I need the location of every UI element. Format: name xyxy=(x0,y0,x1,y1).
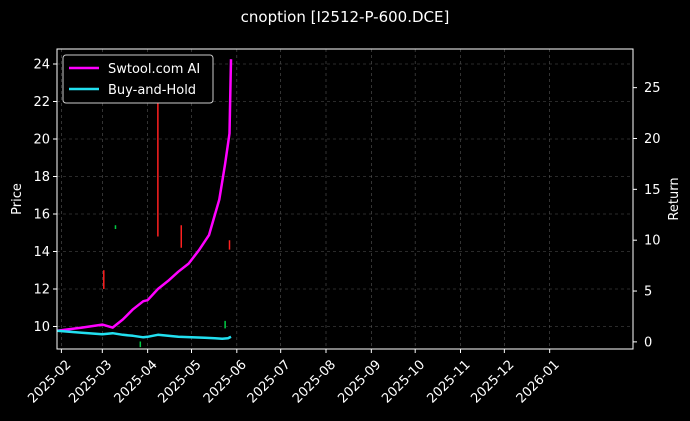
y-tick-label: 16 xyxy=(33,208,50,223)
y2-tick-label: 0 xyxy=(644,335,652,350)
series-line xyxy=(56,329,232,341)
y2-tick-label: 20 xyxy=(644,132,661,147)
y-tick-label: 20 xyxy=(33,133,50,148)
y2-tick-label: 10 xyxy=(644,234,661,249)
y-tick-label: 22 xyxy=(33,95,50,110)
right-axis-ticks: 0 5 10 15 20 25 xyxy=(633,81,661,350)
y2-tick-label: 5 xyxy=(644,285,652,300)
y-tick-label: 14 xyxy=(33,245,50,260)
series-line xyxy=(56,59,233,332)
legend-label-ai: Swtool.com AI xyxy=(108,62,200,77)
y-tick-label: 18 xyxy=(33,170,50,185)
y-tick-label: 10 xyxy=(33,320,50,335)
legend-box xyxy=(62,54,214,104)
left-axis-ticks: 10 12 14 16 18 20 22 24 xyxy=(33,58,57,335)
y2-tick-label: 15 xyxy=(644,183,661,198)
y2-tick-label: 25 xyxy=(644,81,661,96)
y-tick-label: 12 xyxy=(33,283,50,298)
chart-title: cnoption [I2512-P-600.DCE] xyxy=(241,8,450,26)
series-lines xyxy=(56,59,233,341)
y-axis-label: Price xyxy=(10,183,25,215)
candles xyxy=(103,90,231,348)
y2-axis-label: Return xyxy=(667,177,682,220)
legend: Swtool.com AI Buy-and-Hold xyxy=(62,54,214,104)
plot-frame xyxy=(56,48,634,350)
legend-label-buy-hold: Buy-and-Hold xyxy=(108,83,196,98)
y-tick-label: 24 xyxy=(33,58,50,73)
